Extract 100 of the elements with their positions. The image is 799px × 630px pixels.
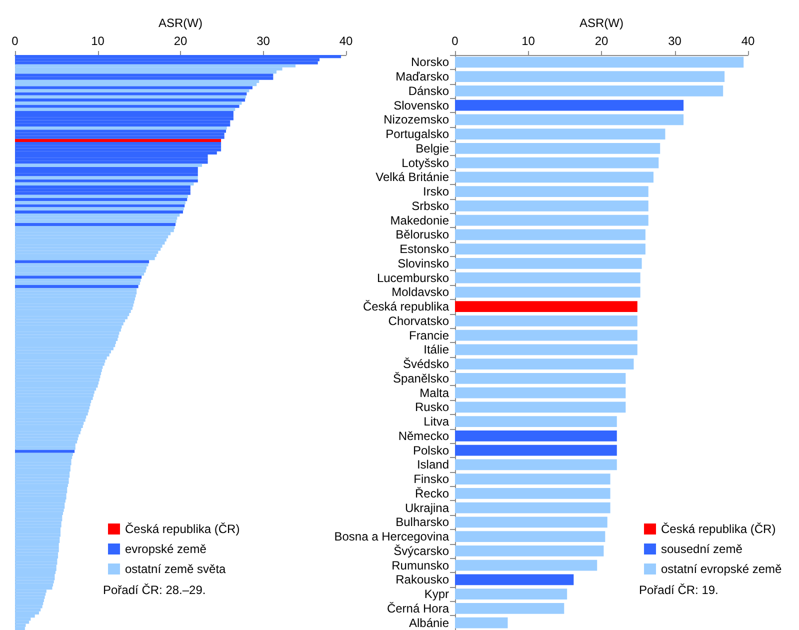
legend-label: Česká republika (ČR) xyxy=(125,522,240,536)
y-tick-label: Dánsko xyxy=(408,84,450,98)
bar xyxy=(455,344,638,356)
x-tick-label: 0 xyxy=(12,34,19,48)
y-tick-label: Lotyšsko xyxy=(402,156,450,170)
bar xyxy=(15,210,183,214)
legend-label: evropské země xyxy=(125,542,207,556)
x-tick-label: 40 xyxy=(741,34,755,48)
legend-label: Česká republika (ČR) xyxy=(661,522,776,536)
bar xyxy=(15,272,144,276)
bar xyxy=(455,258,642,269)
bar xyxy=(15,276,142,279)
bar xyxy=(15,226,175,230)
bar xyxy=(455,56,744,68)
y-tick-label: Velká Británie xyxy=(376,170,450,184)
y-tick-label: Ukrajina xyxy=(404,500,450,515)
bar xyxy=(455,502,610,514)
bar xyxy=(455,244,646,254)
bar xyxy=(15,260,150,264)
y-tick-label: Albánie xyxy=(408,616,450,630)
bar xyxy=(15,446,76,450)
bar xyxy=(15,173,198,176)
bar xyxy=(455,546,604,556)
x-tick-label: 0 xyxy=(452,34,459,48)
bar xyxy=(455,560,598,571)
bar xyxy=(455,128,666,140)
bar xyxy=(15,86,252,90)
bar xyxy=(15,176,198,180)
bar xyxy=(455,574,574,586)
bar xyxy=(15,74,274,77)
y-tick-label: Švýcarsko xyxy=(394,544,450,558)
y-tick-label: Španělsko xyxy=(392,371,450,386)
y-tick-label: Norsko xyxy=(410,55,450,70)
bar xyxy=(15,132,224,136)
bar xyxy=(15,620,30,624)
y-tick-label: Řecko xyxy=(414,486,450,500)
bar xyxy=(15,220,176,223)
bar xyxy=(455,516,608,528)
bar xyxy=(455,444,617,456)
annotation: Pořadí ČR: 19. xyxy=(639,583,718,597)
bar xyxy=(455,588,568,600)
bar xyxy=(15,222,176,226)
bar xyxy=(455,330,638,341)
y-tick-label: Rusko xyxy=(414,400,450,414)
y-tick-label: Francie xyxy=(408,328,450,342)
bar xyxy=(15,186,190,189)
bar xyxy=(15,148,222,152)
bar xyxy=(15,207,184,210)
y-tick-label: Polsko xyxy=(412,443,450,458)
bar xyxy=(455,86,724,96)
y-tick-label: Estonsko xyxy=(400,242,450,256)
bar xyxy=(15,188,190,192)
y-tick-label: Nizozemsko xyxy=(384,112,450,127)
y-tick-label: Itálie xyxy=(424,342,450,357)
bar xyxy=(15,108,236,111)
bar xyxy=(15,450,75,453)
bar xyxy=(455,100,684,111)
bar xyxy=(15,179,198,182)
y-tick-label: Makedonie xyxy=(390,213,450,228)
y-tick-label: Slovinsko xyxy=(398,256,450,270)
y-tick-label: Srbsko xyxy=(412,198,450,213)
y-tick-label: Švédsko xyxy=(402,357,450,372)
y-tick-label: Slovensko xyxy=(394,98,450,112)
bar xyxy=(15,120,230,124)
bar xyxy=(15,166,198,170)
bar xyxy=(15,95,246,99)
bar xyxy=(15,126,227,130)
y-tick-label: Moldavsko xyxy=(392,285,450,300)
bar xyxy=(455,416,617,427)
bar xyxy=(15,282,140,285)
y-tick-label: Finsko xyxy=(414,472,450,486)
bar xyxy=(15,151,217,154)
bar xyxy=(455,373,626,384)
bar xyxy=(15,89,250,92)
x-tick-label: 30 xyxy=(668,34,682,48)
y-tick-label: Německo xyxy=(398,428,450,443)
bar xyxy=(455,402,626,413)
bar xyxy=(15,117,234,120)
bar xyxy=(15,98,246,102)
bar xyxy=(15,82,257,86)
legend-label: sousední země xyxy=(661,542,743,556)
y-tick-label: Česká republika xyxy=(362,300,450,314)
y-tick-label: Island xyxy=(416,458,449,472)
y-tick-label: Bělorusko xyxy=(396,228,450,242)
bar xyxy=(15,214,180,217)
bar xyxy=(15,182,194,186)
x-axis-title: ASR(W) xyxy=(580,16,624,30)
bar xyxy=(15,61,318,64)
y-tick-label: Chorvatsko xyxy=(388,314,450,328)
legend-label: ostatní země světa xyxy=(125,562,226,576)
bar xyxy=(15,263,148,266)
y-tick-label: Malta xyxy=(420,386,450,400)
bar xyxy=(455,272,640,284)
bar xyxy=(15,110,234,114)
bar xyxy=(15,114,234,118)
bar xyxy=(15,257,155,260)
bar xyxy=(15,170,198,174)
bar xyxy=(15,102,242,105)
x-tick-label: 20 xyxy=(594,34,608,48)
bar xyxy=(455,71,725,82)
